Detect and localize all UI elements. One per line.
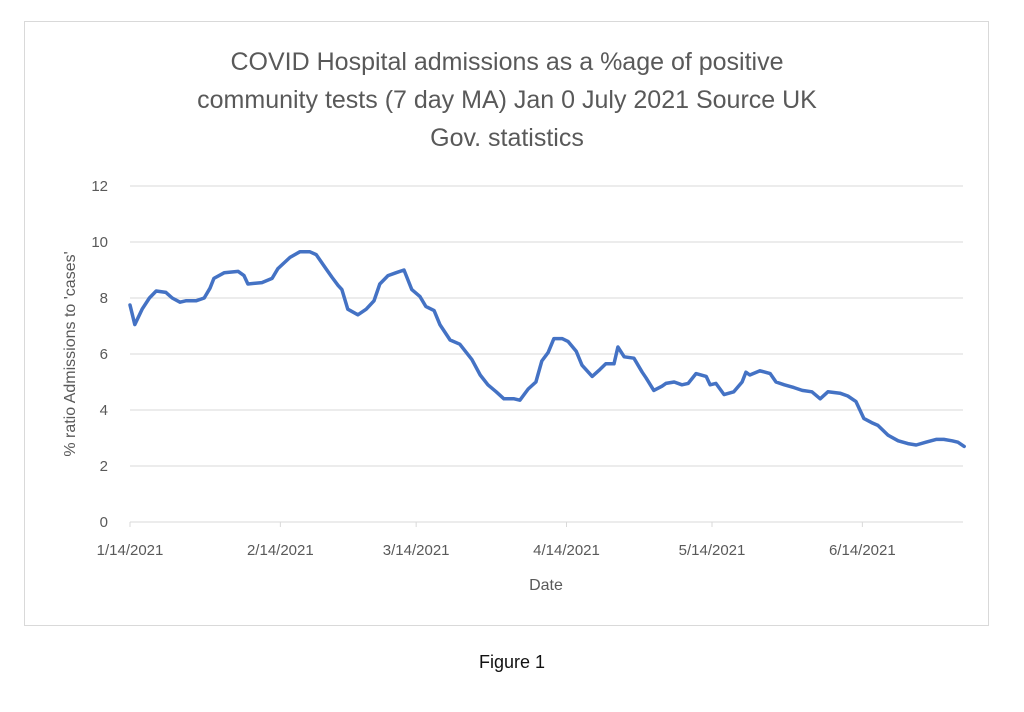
y-tick-label: 12 xyxy=(91,178,108,195)
x-tick-label: 3/14/2021 xyxy=(383,542,450,559)
line-chart: COVID Hospital admissions as a %age of p… xyxy=(62,48,966,594)
y-tick-label: 10 xyxy=(91,234,108,251)
y-axis-ticks: 0 2 4 6 8 10 12 xyxy=(91,178,108,531)
x-axis-title: Date xyxy=(529,577,563,594)
x-tick-label: 1/14/2021 xyxy=(97,542,164,559)
series-group xyxy=(128,250,966,449)
gridlines xyxy=(130,185,963,467)
y-tick-label: 6 xyxy=(100,346,108,363)
x-tick-label: 2/14/2021 xyxy=(247,542,314,559)
chart-title: COVID Hospital admissions as a %age of p… xyxy=(197,48,817,152)
y-tick-label: 2 xyxy=(100,458,108,475)
x-tick-label: 6/14/2021 xyxy=(829,542,896,559)
chart-title-line-3: Gov. statistics xyxy=(430,124,584,152)
series-line xyxy=(128,250,966,449)
chart-title-line-1: COVID Hospital admissions as a %age of p… xyxy=(230,48,783,76)
x-axis-ticks: 1/14/2021 2/14/2021 3/14/2021 4/14/2021 5/14… xyxy=(97,522,896,559)
x-tick-label: 5/14/2021 xyxy=(679,542,746,559)
figure-caption: Figure 1 xyxy=(478,652,546,672)
x-tick-label: 4/14/2021 xyxy=(533,542,600,559)
y-tick-label: 4 xyxy=(100,402,108,419)
y-tick-label: 0 xyxy=(100,514,108,531)
chart-title-line-2: community tests (7 day MA) Jan 0 July 20… xyxy=(197,86,817,114)
y-axis-title: % ratio Admissions to 'cases' xyxy=(62,251,79,456)
chart-frame xyxy=(24,21,989,626)
y-tick-label: 8 xyxy=(100,290,108,307)
